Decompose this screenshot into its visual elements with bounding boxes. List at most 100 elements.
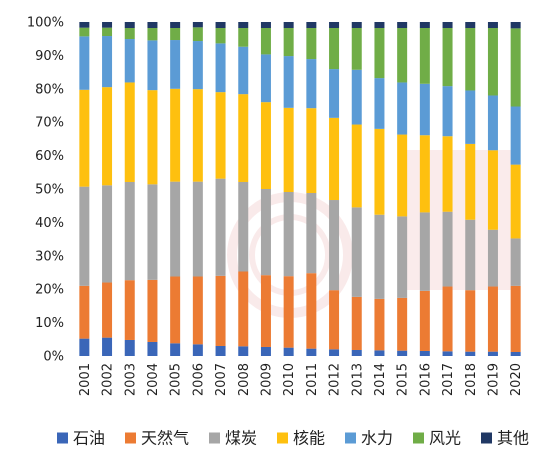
bar-segment [238, 94, 249, 182]
bar-segment [260, 102, 271, 189]
legend-swatch [277, 432, 288, 444]
bar-segment [124, 181, 135, 281]
x-tick-label: 2019 [486, 363, 501, 396]
bar-segment [442, 286, 453, 352]
bar-segment [374, 298, 385, 351]
bar-segment [465, 90, 476, 144]
bar-segment [79, 27, 90, 37]
x-tick-label: 2001 [78, 363, 93, 396]
bar-segment [329, 200, 340, 291]
bar-segment [465, 351, 476, 356]
bar-segment [260, 28, 271, 55]
bar-segment [170, 276, 181, 344]
bar-segment [419, 28, 430, 84]
bar-segment [102, 36, 113, 88]
bar-segment [419, 135, 430, 213]
bar-segment [442, 28, 453, 87]
bar-segment [215, 92, 226, 179]
bar-segment [79, 36, 90, 90]
bar-segment [170, 28, 181, 41]
bar-segment [397, 350, 408, 356]
bar-segment [397, 297, 408, 351]
bar-segment [510, 164, 521, 239]
bar-segment [260, 22, 271, 29]
y-tick-label: 30% [35, 249, 64, 264]
bar-segment [306, 273, 317, 349]
bar-segment [238, 22, 249, 29]
bar-segment [306, 28, 317, 60]
bar-segment [170, 22, 181, 29]
legend-swatch [481, 432, 492, 444]
x-tick-label: 2006 [191, 363, 206, 396]
bar-segment [102, 282, 113, 338]
bar-segment [487, 286, 498, 352]
bar-segment [510, 22, 521, 29]
bar-segment [283, 107, 294, 193]
bar-segment [419, 83, 430, 136]
bar-segment [102, 337, 113, 356]
bar-segment [487, 150, 498, 230]
y-tick-label: 0% [43, 350, 64, 365]
bar-segment [465, 143, 476, 220]
bar-segment [215, 345, 226, 356]
bar-segment [510, 351, 521, 356]
legend-label: 天然气 [141, 429, 189, 448]
bar-segment [124, 22, 135, 29]
bar-segment [260, 346, 271, 356]
x-tick-label: 2007 [214, 363, 229, 396]
bar-segment [124, 28, 135, 40]
bar-segment [283, 22, 294, 29]
y-tick-label: 60% [35, 149, 64, 164]
bar-segment [192, 27, 203, 42]
bar-segment [147, 90, 158, 185]
legend-swatch [209, 432, 220, 444]
legend-label: 煤炭 [225, 429, 257, 448]
x-tick-label: 2020 [509, 363, 524, 396]
bar-segment [192, 89, 203, 182]
y-tick-label: 100% [27, 16, 64, 31]
bar-segment [170, 88, 181, 182]
bar-segment [192, 41, 203, 90]
bar-segment [79, 338, 90, 356]
bar-segment [374, 214, 385, 299]
bar-segment [192, 181, 203, 277]
bar-segment [306, 108, 317, 194]
y-axis: 0% 10% 20% 30% 40% 50% 60% 70% 80% 90% 100% [27, 16, 64, 365]
bar-segment [283, 28, 294, 57]
bar-segment [510, 285, 521, 352]
legend-swatch [125, 432, 136, 444]
bar-segment [329, 117, 340, 201]
bar-segment [442, 351, 453, 356]
bar-segment [465, 290, 476, 352]
bar-segment [419, 290, 430, 351]
legend-label: 石油 [73, 429, 105, 448]
x-tick-label: 2005 [169, 363, 184, 396]
y-tick-label: 50% [35, 183, 64, 198]
bar-segment [329, 290, 340, 350]
bar-segment [397, 134, 408, 217]
bar-segment [442, 211, 453, 287]
bar-segment [147, 184, 158, 280]
x-tick-label: 2004 [146, 363, 161, 396]
bar-segment [351, 28, 362, 70]
x-axis: 2001 2002 2003 2004 2005 2006 2007 2008 2009 2010… [78, 363, 524, 396]
bar-segment [238, 181, 249, 272]
bar-segment [397, 82, 408, 135]
bar-segment [170, 181, 181, 277]
bar-segment [374, 350, 385, 356]
x-tick-label: 2002 [101, 363, 116, 396]
bar-segment [238, 271, 249, 347]
bar-segment [147, 279, 158, 342]
bar-segment [442, 136, 453, 212]
x-tick-label: 2011 [305, 363, 320, 396]
bar-segment [351, 207, 362, 297]
x-tick-label: 2014 [373, 363, 388, 396]
x-tick-label: 2013 [350, 363, 365, 396]
bar-segment [192, 22, 203, 28]
bar-segment [487, 28, 498, 96]
bar-segment [351, 69, 362, 125]
x-tick-label: 2009 [259, 363, 274, 396]
bars-group [79, 22, 521, 356]
bar-segment [283, 276, 294, 348]
